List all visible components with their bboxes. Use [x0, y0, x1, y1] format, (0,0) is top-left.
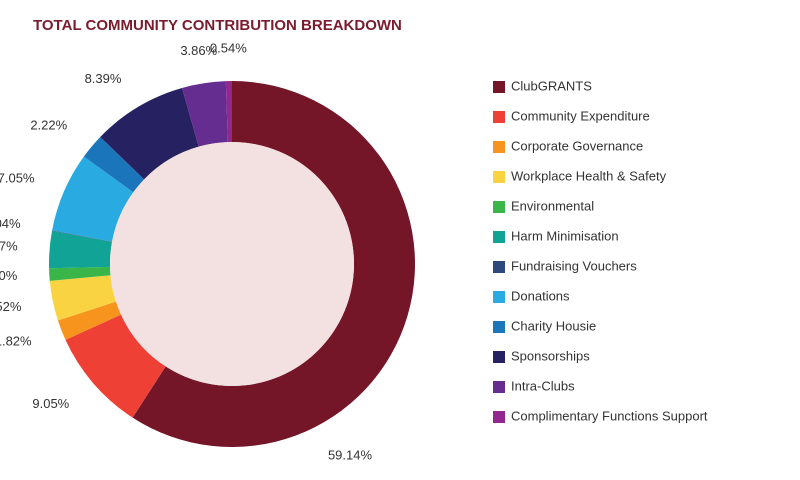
legend-swatch [493, 261, 505, 273]
donut-center [110, 142, 354, 386]
donut-segment [182, 81, 228, 147]
legend-swatch [493, 351, 505, 363]
legend-label: Environmental [511, 198, 594, 213]
donut-segment [52, 230, 113, 242]
legend-swatch [493, 81, 505, 93]
legend-swatch [493, 171, 505, 183]
legend-label: Harm Minimisation [511, 228, 619, 243]
data-label: 3.86% [180, 43, 217, 58]
legend-swatch [493, 111, 505, 123]
legend-swatch [493, 231, 505, 243]
legend-label: Complimentary Functions Support [511, 408, 708, 423]
donut-segment [83, 136, 145, 193]
legend-label: Community Expenditure [511, 108, 650, 123]
legend-label: Workplace Health & Safety [511, 168, 667, 183]
legend-swatch [493, 291, 505, 303]
data-label: 1.10% [0, 268, 18, 283]
donut-segment [52, 156, 134, 242]
data-label: 0.54% [210, 40, 247, 55]
data-label: 9.05% [32, 396, 69, 411]
data-label: 3.52% [0, 299, 22, 314]
donut-segment [132, 81, 415, 447]
legend-label: ClubGRANTS [511, 78, 592, 93]
legend-swatch [493, 201, 505, 213]
data-label: 2.22% [30, 117, 67, 132]
donut-segment [100, 87, 199, 180]
legend-label: Fundraising Vouchers [511, 258, 637, 273]
data-label: 59.14% [328, 447, 373, 462]
legend-swatch [493, 321, 505, 333]
data-label: 3.27% [0, 238, 18, 253]
donut-segment [49, 275, 116, 321]
data-label: 8.39% [85, 71, 122, 86]
donut-segment [65, 314, 166, 418]
donut-segment [49, 266, 111, 281]
donut-segment [57, 301, 121, 340]
legend-label: Sponsorships [511, 348, 590, 363]
legend-swatch [493, 411, 505, 423]
legend-label: Charity Housie [511, 318, 596, 333]
legend-label: Donations [511, 288, 570, 303]
legend-label: Corporate Governance [511, 138, 643, 153]
legend-swatch [493, 141, 505, 153]
data-label: 1.82% [0, 333, 32, 348]
chart-title: TOTAL COMMUNITY CONTRIBUTION BREAKDOWN [33, 17, 402, 34]
legend-swatch [493, 381, 505, 393]
donut-segment [225, 81, 232, 143]
legend-label: Intra-Clubs [511, 378, 575, 393]
donut-segment [49, 230, 113, 269]
data-label: 0.04% [0, 216, 21, 231]
data-label: 7.05% [0, 170, 35, 185]
